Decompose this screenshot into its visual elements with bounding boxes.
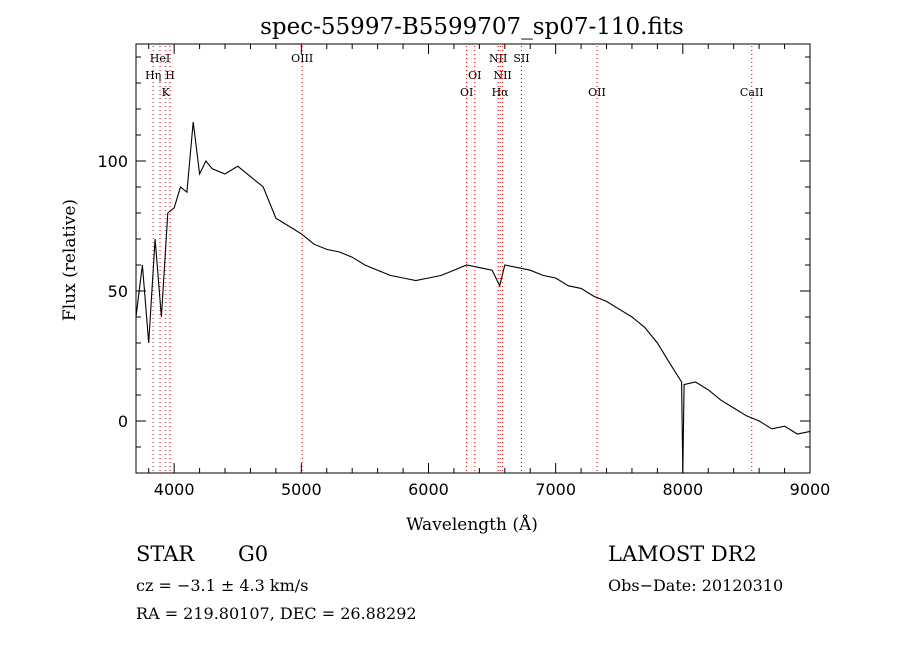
x-tick-label-9000: 9000 — [790, 480, 831, 499]
line-label-12: CaII — [740, 86, 764, 99]
x-tick-label-6000: 6000 — [408, 480, 449, 499]
line-label-3: K — [162, 86, 171, 99]
line-label-10: Hα — [492, 86, 510, 99]
observation-date: Obs−Date: 20120310 — [608, 576, 784, 595]
line-label-5: OI — [468, 69, 481, 82]
line-label-11: OII — [588, 86, 606, 99]
plot-frame — [135, 43, 811, 474]
line-label-9: NII — [493, 69, 511, 82]
line-label-2: H — [165, 69, 175, 82]
x-axis-label: Wavelength (Å) — [406, 514, 538, 535]
line-label-4: OIII — [291, 52, 313, 65]
y-tick-label-50: 50 — [108, 282, 128, 301]
x-tick-label-8000: 8000 — [662, 480, 703, 499]
redshift-velocity: cz = −3.1 ± 4.3 km/s — [136, 576, 309, 595]
object-subclass: G0 — [238, 542, 269, 566]
line-label-0: HeI — [150, 52, 170, 65]
line-label-1: Hη — [145, 69, 161, 82]
sky-coordinates: RA = 219.80107, DEC = 26.88292 — [136, 604, 417, 623]
spectrum-line — [135, 121, 811, 474]
y-tick-label-0: 0 — [118, 412, 128, 431]
line-label-8: SII — [513, 52, 529, 65]
line-label-6: OI — [460, 86, 473, 99]
y-tick-label-100: 100 — [97, 152, 128, 171]
x-tick-label-7000: 7000 — [535, 480, 576, 499]
x-tick-label-4000: 4000 — [154, 480, 195, 499]
x-tick-label-5000: 5000 — [281, 480, 322, 499]
y-axis-label: Flux (relative) — [60, 199, 80, 321]
survey-name: LAMOST DR2 — [608, 542, 757, 566]
chart-title: spec-55997-B5599707_sp07-110.fits — [260, 14, 684, 40]
object-class: STAR — [136, 542, 195, 566]
line-label-7: NII — [489, 52, 507, 65]
